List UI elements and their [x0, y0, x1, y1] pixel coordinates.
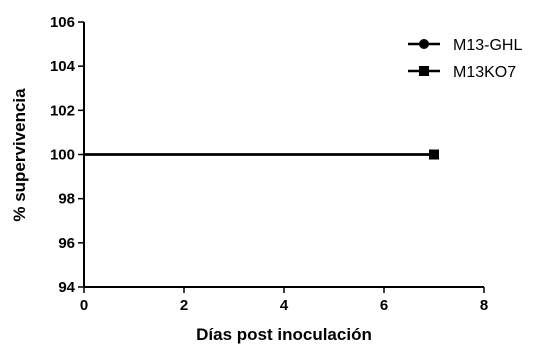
y-tick-label: 106 — [50, 14, 75, 31]
legend: M13-GHL M13KO7 — [408, 37, 522, 81]
x-tick-label: 0 — [80, 297, 88, 314]
legend-marker — [419, 39, 429, 49]
series-group — [84, 149, 439, 160]
x-tick-label: 6 — [380, 297, 388, 314]
y-tick-label: 94 — [58, 279, 75, 296]
legend-label: M13-GHL — [453, 37, 522, 54]
x-tick-label: 2 — [180, 297, 188, 314]
legend-item: M13KO7 — [408, 64, 516, 81]
legend-label: M13KO7 — [453, 64, 516, 81]
x-tick-label: 8 — [480, 297, 488, 314]
y-tick-label: 98 — [58, 191, 75, 208]
y-tick-label: 100 — [50, 147, 75, 164]
legend-item: M13-GHL — [408, 37, 522, 54]
y-tick-label: 104 — [50, 58, 76, 75]
ticks: 94 96 98 100 102 104 106 0 2 4 6 8 — [50, 14, 488, 314]
y-tick-label: 102 — [50, 102, 75, 119]
x-axis-title: Días post inoculación — [196, 325, 372, 344]
data-point — [429, 149, 439, 160]
legend-marker — [419, 66, 429, 76]
y-tick-label: 96 — [58, 235, 75, 252]
series-m13ko7 — [84, 149, 439, 160]
y-axis-title: % supervivencia — [10, 88, 29, 222]
x-tick-label: 4 — [280, 297, 289, 314]
